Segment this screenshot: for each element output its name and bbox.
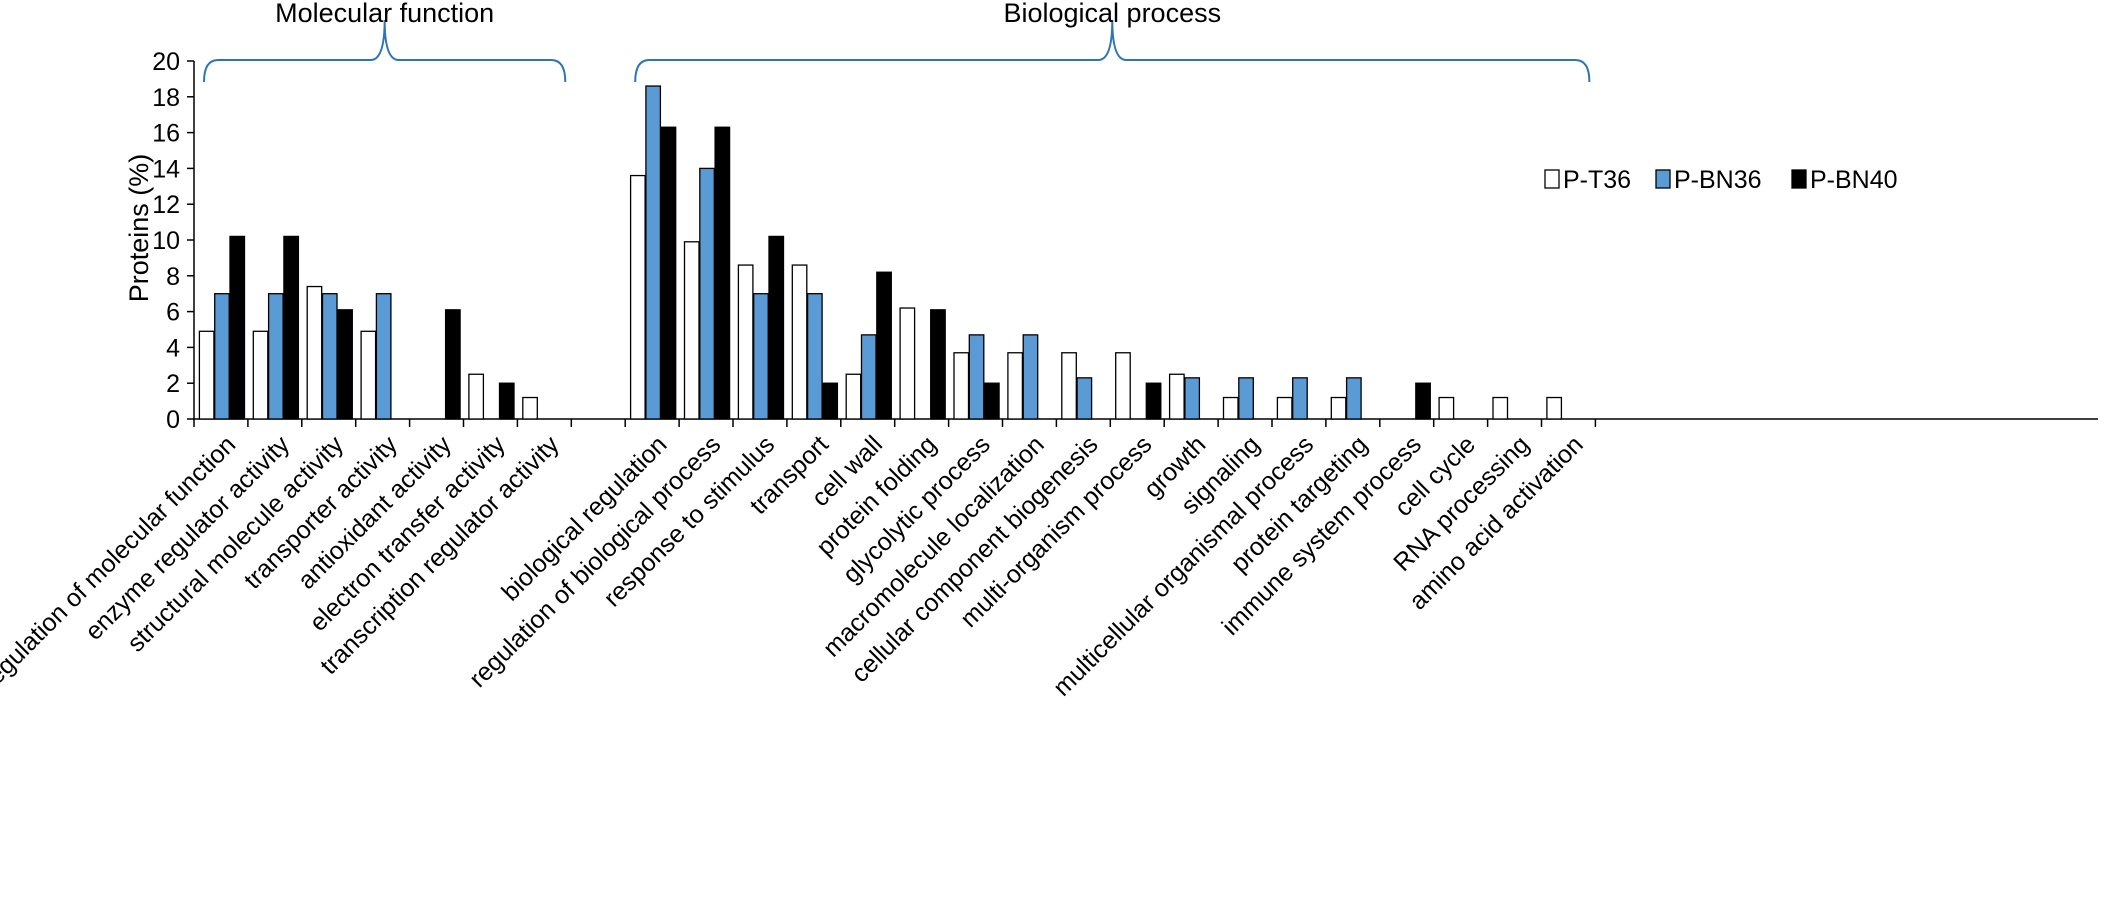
legend-swatch [1655, 169, 1671, 189]
y-tick-label: 14 [152, 155, 180, 183]
bar-p-t36-24 [1546, 396, 1563, 420]
bar-p-bn40-11 [876, 271, 892, 420]
bar-p-t36-2 [306, 285, 323, 420]
axes [193, 61, 2098, 427]
bar-p-t36-15 [1061, 352, 1077, 420]
bar-p-bn40-0 [229, 235, 246, 420]
bar-p-bn40-2 [337, 309, 353, 420]
bars [198, 85, 1563, 420]
bar-p-t36-3 [360, 330, 377, 420]
y-tick-label: 10 [152, 227, 180, 255]
group-title: Biological process [1003, 0, 1221, 28]
bar-p-bn40-13 [983, 382, 1000, 420]
bar-p-bn40-21 [1415, 382, 1431, 420]
bar-p-bn36-10 [806, 293, 823, 420]
category-label: enzyme regulator activity [80, 430, 296, 646]
bar-p-t36-1 [252, 330, 269, 420]
bar-p-bn40-12 [930, 309, 946, 420]
bar-p-bn36-8 [699, 167, 715, 420]
bar-p-bn36-13 [968, 334, 985, 420]
y-tick-label: 4 [166, 334, 180, 362]
bar-p-bn40-4 [444, 309, 461, 420]
y-tick-label: 12 [152, 191, 180, 219]
bar-p-bn36-14 [1022, 334, 1039, 420]
y-tick-label: 6 [166, 299, 180, 327]
bar-p-bn36-19 [1292, 377, 1308, 420]
bar-p-t36-23 [1492, 396, 1509, 420]
bar-p-bn36-15 [1076, 377, 1093, 420]
y-tick-label: 18 [152, 84, 180, 112]
bar-p-bn36-1 [267, 293, 284, 420]
bar-p-bn36-2 [321, 293, 338, 420]
y-tick-label: 16 [152, 120, 180, 148]
bar-p-t36-11 [845, 373, 862, 420]
legend: P-T36 P-BN36 P-BN40 [1544, 166, 1898, 194]
bar-p-t36-0 [198, 330, 215, 420]
bar-p-bn36-17 [1184, 377, 1201, 420]
group-braces: Molecular function Biological process [203, 0, 1591, 83]
y-tick-label: 8 [166, 263, 180, 291]
legend-label: P-T36 [1563, 166, 1631, 194]
bar-p-bn40-1 [283, 235, 300, 420]
bar-p-t36-16 [1115, 352, 1131, 420]
bar-p-t36-7 [629, 174, 646, 420]
bar-p-t36-20 [1330, 396, 1347, 420]
bar-p-bn36-11 [860, 334, 877, 420]
y-tick-label: 20 [152, 48, 180, 76]
y-tick-label: 0 [166, 406, 180, 434]
bar-p-bn36-9 [753, 293, 769, 420]
bar-p-t36-22 [1438, 396, 1455, 420]
bar-p-bn40-10 [822, 382, 839, 420]
bar-p-t36-5 [468, 373, 485, 420]
legend-label: P-BN40 [1810, 166, 1898, 194]
legend-swatch [1791, 169, 1807, 189]
bar-p-bn40-16 [1145, 382, 1162, 420]
bar-p-t36-8 [683, 241, 700, 420]
bar-p-bn36-18 [1238, 377, 1254, 420]
bar-p-t36-6 [522, 396, 538, 420]
bar-p-t36-19 [1276, 396, 1293, 420]
bar-p-bn36-7 [645, 85, 662, 420]
bar-p-bn36-0 [214, 293, 230, 420]
bar-p-t36-10 [791, 264, 808, 420]
bar-p-bn36-3 [375, 293, 392, 420]
bar-p-bn40-9 [768, 235, 785, 420]
bar-p-t36-9 [737, 264, 754, 420]
y-ticks: 0 2 4 6 8 10 12 14 16 18 20 [152, 48, 194, 434]
bar-p-t36-12 [899, 307, 916, 420]
legend-label: P-BN36 [1674, 166, 1762, 194]
bar-p-t36-18 [1222, 396, 1239, 420]
bar-p-bn40-7 [660, 126, 677, 420]
category-label: regulation of biological process [464, 430, 727, 693]
group-brace [634, 19, 1591, 83]
bar-p-t36-14 [1007, 352, 1024, 420]
bar-p-bn40-5 [498, 382, 515, 420]
group-brace [203, 19, 567, 83]
y-tick-label: 2 [166, 370, 180, 398]
y-axis-label: Proteins (%) [124, 154, 154, 303]
bar-p-bn40-8 [714, 126, 731, 420]
bar-p-t36-17 [1168, 373, 1185, 420]
group-title: Molecular function [275, 0, 494, 28]
bar-p-bn36-20 [1345, 377, 1362, 420]
legend-swatch [1544, 169, 1560, 189]
bar-p-t36-13 [953, 352, 970, 420]
